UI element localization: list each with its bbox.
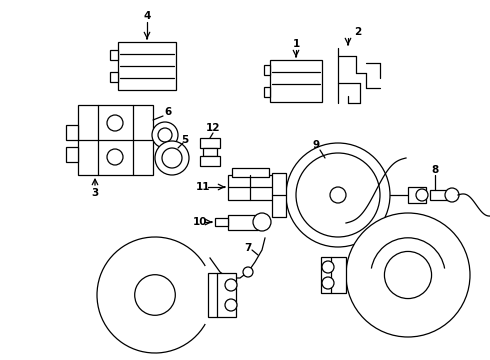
Circle shape	[243, 267, 253, 277]
Circle shape	[416, 189, 428, 201]
Text: 6: 6	[164, 107, 171, 117]
Bar	[66, 147, 78, 162]
Circle shape	[346, 213, 470, 337]
Circle shape	[107, 115, 123, 131]
Bar	[264, 87, 270, 97]
Circle shape	[158, 128, 172, 142]
Circle shape	[152, 122, 178, 148]
Circle shape	[155, 141, 189, 175]
Text: 4: 4	[143, 11, 151, 21]
Text: 12: 12	[206, 123, 220, 133]
Bar	[228, 175, 273, 200]
Circle shape	[330, 187, 346, 203]
Text: 9: 9	[313, 140, 319, 150]
Text: 8: 8	[431, 165, 439, 175]
Bar	[408, 187, 426, 203]
Text: 5: 5	[181, 135, 189, 145]
Bar	[200, 138, 220, 148]
Circle shape	[322, 261, 334, 273]
Circle shape	[322, 277, 334, 289]
Bar	[110, 72, 118, 82]
Bar	[232, 168, 269, 177]
Circle shape	[253, 213, 271, 231]
Text: 10: 10	[193, 217, 207, 227]
Circle shape	[445, 188, 459, 202]
Text: 7: 7	[245, 243, 252, 253]
Bar	[200, 156, 220, 166]
Bar	[321, 257, 346, 293]
Text: 1: 1	[293, 39, 299, 49]
Bar	[228, 215, 258, 230]
Bar	[118, 42, 176, 90]
Text: 2: 2	[354, 27, 362, 37]
Bar	[270, 60, 322, 102]
Bar	[264, 65, 270, 75]
Circle shape	[296, 153, 380, 237]
Circle shape	[107, 149, 123, 165]
Bar	[203, 148, 217, 156]
Bar	[208, 273, 236, 317]
Bar	[66, 125, 78, 140]
Bar	[272, 173, 286, 217]
Bar	[215, 218, 228, 226]
Bar	[430, 190, 448, 200]
Circle shape	[225, 299, 237, 311]
Circle shape	[286, 143, 390, 247]
Bar	[78, 105, 153, 175]
Bar	[110, 50, 118, 60]
Text: 11: 11	[196, 182, 210, 192]
Text: 3: 3	[91, 188, 98, 198]
Circle shape	[162, 148, 182, 168]
Circle shape	[385, 251, 432, 298]
Circle shape	[225, 279, 237, 291]
